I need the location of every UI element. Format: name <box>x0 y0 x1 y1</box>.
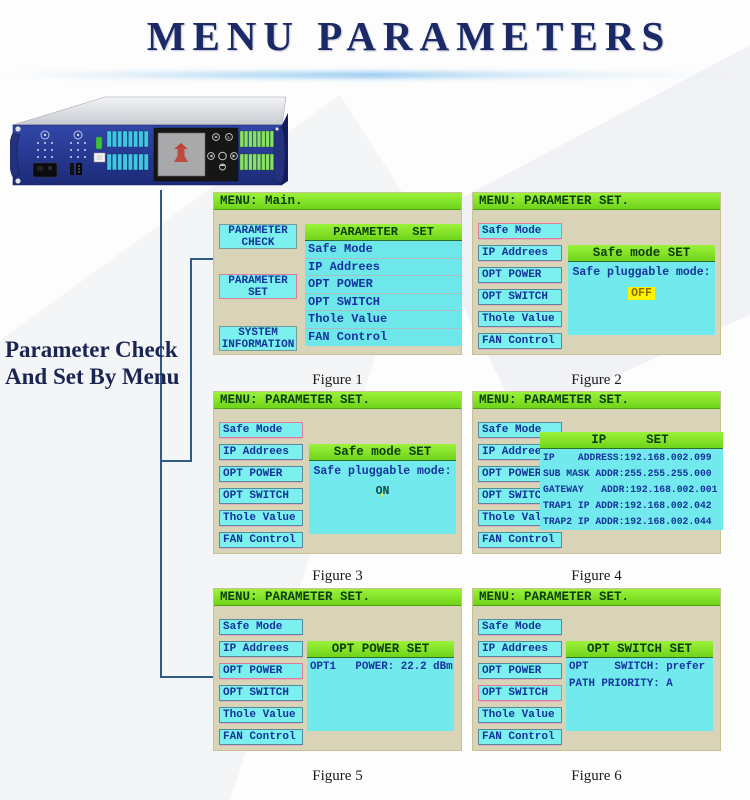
svg-text:↻: ↻ <box>227 135 231 140</box>
